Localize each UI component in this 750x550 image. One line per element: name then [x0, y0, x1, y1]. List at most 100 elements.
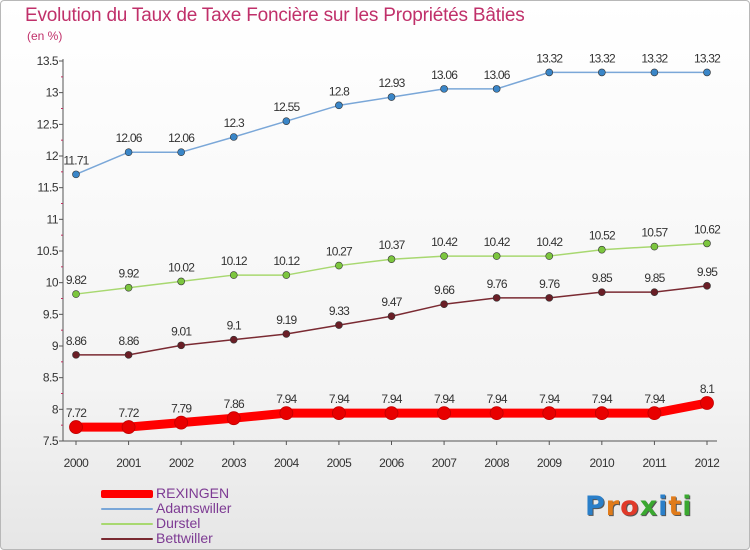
data-point — [545, 252, 554, 260]
data-point — [335, 101, 343, 110]
y-tick-label: 11.5 — [38, 181, 59, 195]
data-point — [72, 290, 80, 298]
data-label: 8.1 — [700, 382, 715, 396]
y-tick-label: 8 — [52, 402, 59, 416]
data-point — [69, 420, 83, 434]
data-point — [72, 351, 80, 359]
data-label: 12.3 — [224, 116, 245, 130]
data-label: 13.32 — [536, 51, 563, 65]
data-point — [226, 411, 241, 426]
data-point — [384, 406, 399, 421]
y-tick-label: 9.5 — [43, 307, 59, 321]
data-label: 7.94 — [487, 392, 508, 406]
data-point — [489, 406, 504, 421]
y-tick-label: 8.5 — [43, 371, 59, 385]
x-tick-label: 2003 — [221, 456, 247, 470]
data-point — [124, 148, 133, 156]
data-point — [332, 406, 346, 421]
data-label: 9.01 — [171, 324, 192, 338]
y-tick-label: 10.5 — [37, 244, 59, 258]
x-tick-label: 2010 — [589, 456, 615, 470]
data-label: 7.94 — [539, 392, 560, 406]
data-point — [437, 406, 451, 421]
data-point — [650, 288, 659, 296]
data-point — [594, 406, 609, 421]
y-tick-label: 12.5 — [37, 117, 59, 131]
data-label: 7.79 — [171, 402, 192, 416]
data-label: 10.52 — [589, 229, 616, 243]
data-label: 9.47 — [381, 295, 402, 309]
y-tick-label: 11 — [47, 212, 59, 226]
data-label: 13.32 — [589, 51, 616, 65]
data-point — [545, 294, 554, 302]
legend-label: Durstel — [156, 515, 201, 531]
data-point — [647, 406, 662, 421]
data-label: 13.32 — [641, 51, 668, 65]
data-label: 10.02 — [168, 260, 195, 274]
data-point — [598, 68, 606, 77]
data-label: 9.92 — [119, 267, 140, 281]
logo-letter: r — [605, 491, 621, 522]
data-label: 12.06 — [168, 131, 195, 145]
y-tick-label: 13 — [46, 86, 59, 100]
data-point — [440, 85, 448, 93]
logo-letter: o — [620, 491, 640, 522]
data-label: 7.94 — [381, 392, 402, 406]
data-label: 11.71 — [63, 153, 89, 167]
logo-letter: i — [658, 491, 669, 522]
data-label: 10.57 — [641, 226, 668, 240]
y-tick-label: 9 — [52, 339, 59, 353]
data-point — [703, 68, 711, 77]
logo-letter: P — [585, 491, 606, 522]
x-tick-label: 2006 — [379, 456, 405, 470]
data-label: 9.85 — [644, 271, 665, 285]
y-tick-label: 13.5 — [37, 54, 59, 68]
legend-label: Adamswiller — [156, 500, 232, 516]
data-label: 12.93 — [378, 76, 405, 90]
data-point — [492, 252, 501, 260]
data-label: 10.27 — [326, 245, 353, 259]
data-label: 7.72 — [119, 406, 140, 420]
legend-swatch — [101, 508, 153, 510]
x-tick-label: 2007 — [432, 456, 458, 470]
data-point — [598, 288, 606, 296]
data-point — [282, 330, 291, 338]
data-point — [335, 321, 343, 329]
data-label: 13.32 — [694, 51, 721, 65]
logo-letter: i — [682, 491, 693, 522]
data-point — [177, 277, 185, 286]
data-point — [335, 261, 343, 270]
legend-swatch — [101, 538, 153, 540]
legend-label: Bettwiller — [156, 530, 213, 546]
x-tick-label: 2001 — [116, 456, 142, 470]
x-tick-label: 2012 — [695, 456, 721, 470]
data-point — [229, 133, 238, 141]
x-tick-label: 2002 — [169, 456, 195, 470]
data-point — [387, 255, 396, 264]
data-point — [440, 252, 448, 260]
data-label: 7.94 — [644, 392, 665, 406]
legend-swatch — [101, 523, 153, 525]
data-label: 7.94 — [329, 392, 350, 406]
data-label: 9.85 — [592, 271, 613, 285]
data-label: 9.82 — [66, 273, 87, 287]
data-point — [229, 271, 238, 279]
data-point — [542, 406, 557, 421]
legend-item-durstel: Durstel — [101, 516, 301, 531]
data-point — [492, 294, 501, 302]
data-label: 8.86 — [119, 334, 140, 348]
x-tick-label: 2005 — [327, 456, 353, 470]
data-label: 9.1 — [227, 319, 242, 333]
data-label: 7.72 — [66, 406, 87, 420]
data-label: 9.33 — [329, 304, 350, 318]
data-point — [703, 282, 711, 290]
data-point — [279, 406, 294, 421]
y-tick-label: 10 — [46, 276, 59, 290]
x-tick-label: 2004 — [274, 456, 300, 470]
x-tick-label: 2009 — [537, 456, 563, 470]
data-label: 9.76 — [487, 277, 508, 291]
data-point — [177, 341, 185, 350]
data-label: 13.06 — [484, 68, 511, 82]
